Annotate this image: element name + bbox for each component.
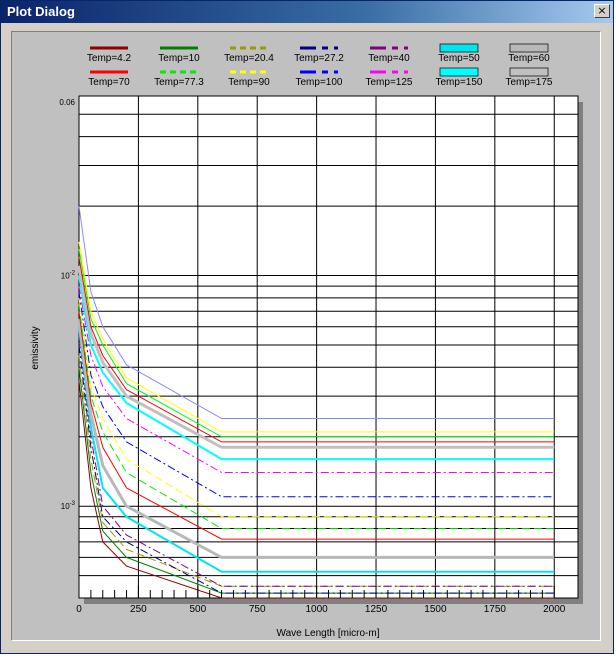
window-title: Plot Dialog <box>7 4 75 19</box>
legend-label-9: Temp=90 <box>228 77 270 88</box>
y-axis-label: emissivity <box>30 326 41 369</box>
x-tick-label: 750 <box>249 604 266 615</box>
x-axis-label: Wave Length [micro-m] <box>277 628 380 639</box>
close-button[interactable]: × <box>594 4 610 18</box>
legend-label-4: Temp=40 <box>368 53 410 64</box>
legend-label-6: Temp=60 <box>508 53 550 64</box>
legend-label-13: Temp=175 <box>506 77 553 88</box>
series-line-0 <box>78 380 555 599</box>
legend-swatch-5 <box>439 43 479 53</box>
x-tick-label: 0 <box>76 604 82 615</box>
legend-label-12: Temp=150 <box>436 77 483 88</box>
legend-label-0: Temp=4.2 <box>87 53 132 64</box>
x-tick-label: 1750 <box>484 604 507 615</box>
y-tick-label: 0.06 <box>59 98 75 107</box>
series-line-8 <box>78 304 555 530</box>
x-tick-label: 500 <box>189 604 206 615</box>
series-line-6 <box>77 318 555 559</box>
series-line-15 <box>78 249 555 438</box>
legend-swatch-6 <box>509 43 549 53</box>
y-tick-labels: 0.06 10-2 10-3 <box>59 98 75 511</box>
emissivity-chart: 0 250 500 750 1000 1250 1500 1750 2000 0.06 10-2 1… <box>30 43 583 639</box>
legend-label-2: Temp=20.4 <box>224 53 274 64</box>
series-line-4 <box>78 335 555 587</box>
series-line-14 <box>78 257 555 443</box>
legend-swatch-13 <box>509 67 549 77</box>
legend-label-1: Temp=10 <box>158 53 200 64</box>
series-lines <box>77 206 555 599</box>
x-tick-label: 1000 <box>305 604 328 615</box>
series-line-11 <box>78 286 555 473</box>
legend: Temp=4.2 Temp=10 Temp=20.4 Temp=27.2 Temp=40… <box>87 43 553 88</box>
legend-label-7: Temp=70 <box>88 77 130 88</box>
y-tick-label: 10-2 <box>61 271 76 281</box>
legend-label-8: Temp=77.3 <box>154 77 204 88</box>
x-tick-label: 2000 <box>543 604 566 615</box>
chart-panel: 0 250 500 750 1000 1250 1500 1750 2000 0.06 10-2 1… <box>11 31 601 641</box>
close-icon: × <box>597 4 607 17</box>
legend-label-11: Temp=125 <box>366 77 413 88</box>
series-line-9 <box>78 297 555 518</box>
x-tick-labels: 0 250 500 750 1000 1250 1500 1750 2000 <box>76 604 566 615</box>
plot-area <box>78 95 579 599</box>
series-line-13 <box>77 265 555 449</box>
x-tick-label: 250 <box>130 604 147 615</box>
series-line-16 <box>78 241 555 433</box>
legend-label-5: Temp=50 <box>438 53 480 64</box>
series-line-12 <box>78 275 555 461</box>
x-axis-ticks <box>78 586 555 598</box>
series-line-7 <box>78 311 555 540</box>
title-bar[interactable]: Plot Dialog × <box>1 1 613 23</box>
legend-label-3: Temp=27.2 <box>294 53 344 64</box>
series-line-3 <box>78 344 555 594</box>
legend-swatch-12 <box>439 67 479 77</box>
legend-label-10: Temp=100 <box>296 77 343 88</box>
y-tick-label: 10-3 <box>61 501 76 511</box>
x-tick-label: 1500 <box>424 604 447 615</box>
x-tick-label: 1250 <box>365 604 388 615</box>
series-line-10 <box>78 291 555 498</box>
series-line-17 <box>78 206 555 419</box>
